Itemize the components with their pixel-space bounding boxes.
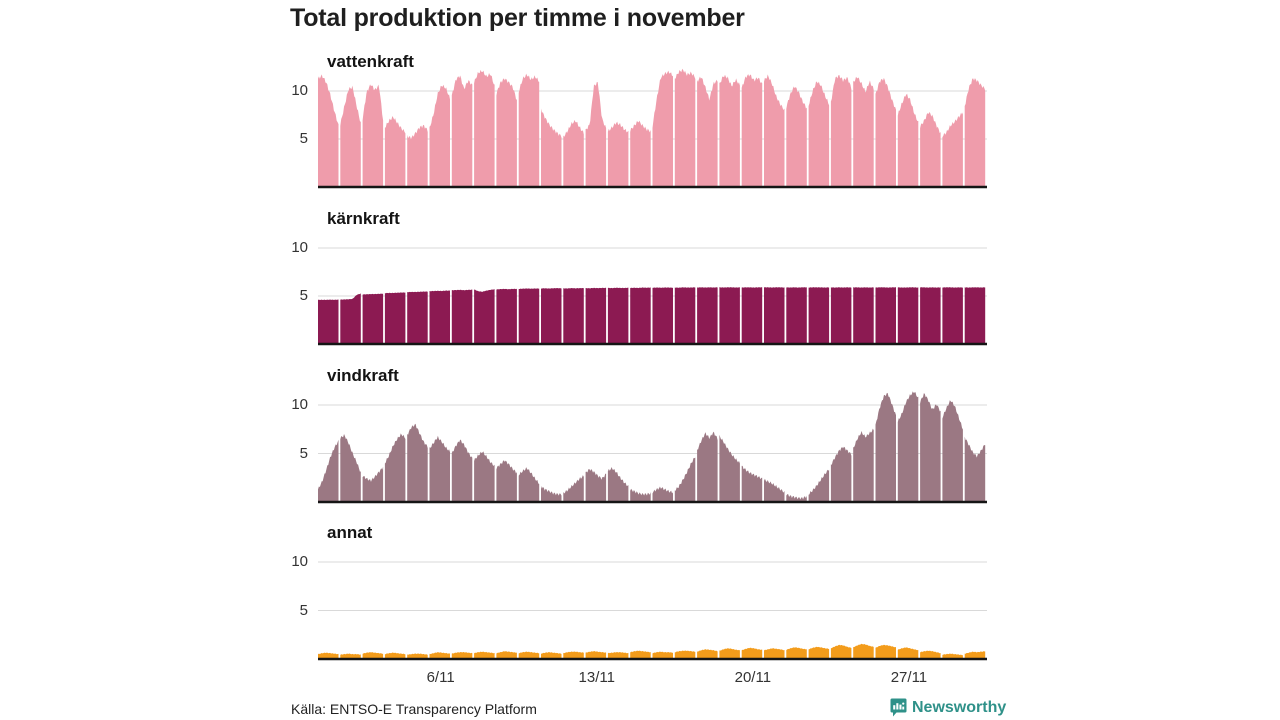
subplot-title-annat: annat	[327, 523, 373, 542]
bar-chart-bubble-icon	[890, 698, 907, 717]
y-tick-label: 5	[299, 601, 308, 619]
y-tick-label: 10	[291, 239, 308, 256]
y-tick-label: 10	[291, 553, 308, 570]
y-tick-label: 5	[299, 287, 308, 304]
newsworthy-brand: Newsworthy	[890, 698, 1006, 717]
source-text: Källa: ENTSO-E Transparency Platform	[291, 701, 537, 717]
x-tick-label: 27/11	[890, 669, 928, 686]
subplot-title-kärnkraft: kärnkraft	[327, 209, 400, 228]
x-tick-label: 20/11	[734, 669, 772, 686]
y-tick-label: 5	[299, 130, 308, 147]
newsworthy-brand-text: Newsworthy	[912, 698, 1007, 716]
subplot-title-vattenkraft: vattenkraft	[327, 52, 414, 71]
x-tick-label: 13/11	[578, 669, 615, 686]
y-tick-label: 10	[291, 82, 308, 99]
chart-title: Total produktion per timme i november	[290, 4, 745, 32]
x-tick-label: 6/11	[426, 669, 455, 686]
subplot-title-vindkraft: vindkraft	[327, 366, 399, 385]
y-tick-label: 5	[299, 444, 308, 462]
y-tick-label: 10	[291, 396, 308, 413]
